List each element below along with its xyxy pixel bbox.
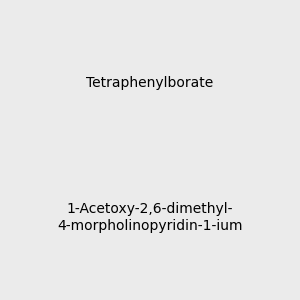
Text: 1-Acetoxy-2,6-dimethyl-
4-morpholinopyridin-1-ium: 1-Acetoxy-2,6-dimethyl- 4-morpholinopyri… — [57, 202, 243, 232]
Text: Tetraphenylborate: Tetraphenylborate — [86, 76, 214, 89]
